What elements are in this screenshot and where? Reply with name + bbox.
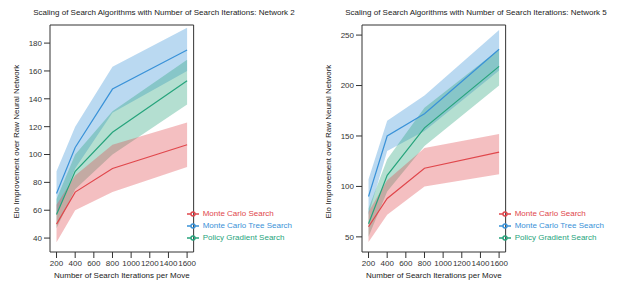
svg-text:Number of Search Iterations pe: Number of Search Iterations per Move <box>54 271 190 280</box>
svg-text:200: 200 <box>50 259 64 268</box>
html-text:Scaling of Search Algorithms w: Scaling of Search Algorithms with Number… <box>345 8 607 17</box>
svg-text:180: 180 <box>29 39 43 48</box>
svg-text:600: 600 <box>87 259 101 268</box>
svg-text:800: 800 <box>418 259 432 268</box>
svg-text:1400: 1400 <box>160 259 178 268</box>
svg-text:400: 400 <box>381 259 395 268</box>
svg-text:1600: 1600 <box>178 259 196 268</box>
svg-text:120: 120 <box>29 123 43 132</box>
html-text:Policy Gradient Search: Policy Gradient Search <box>202 233 285 243</box>
svg-text:600: 600 <box>399 259 413 268</box>
svg-text:Number of Search Iterations pe: Number of Search Iterations per Move <box>366 271 502 280</box>
html-text:Policy Gradient Search: Policy Gradient Search <box>514 233 597 243</box>
svg-text:1400: 1400 <box>472 259 490 268</box>
svg-text:Elo Improvement over Raw Neura: Elo Improvement over Raw Neural Network <box>324 64 333 219</box>
svg-text:800: 800 <box>106 259 120 268</box>
html-text:Monte Carlo Search: Monte Carlo Search <box>202 209 274 219</box>
svg-text:1200: 1200 <box>141 259 159 268</box>
svg-text:150: 150 <box>341 132 355 141</box>
svg-text:80: 80 <box>33 178 42 187</box>
svg-text:40: 40 <box>33 234 42 243</box>
svg-text:1000: 1000 <box>122 259 140 268</box>
svg-text:100: 100 <box>341 182 355 191</box>
svg-text:Elo Improvement over Raw Neura: Elo Improvement over Raw Neural Network <box>12 64 21 219</box>
svg-text:400: 400 <box>69 259 83 268</box>
svg-text:1600: 1600 <box>490 259 508 268</box>
html-text:Monte Carlo Tree Search: Monte Carlo Tree Search <box>202 221 292 231</box>
html-text:Scaling of Search Algorithms w: Scaling of Search Algorithms with Number… <box>33 8 295 17</box>
svg-text:140: 140 <box>29 95 43 104</box>
html-text:Monte Carlo Tree Search: Monte Carlo Tree Search <box>514 221 604 231</box>
svg-text:60: 60 <box>33 206 42 215</box>
html-text:Monte Carlo Search: Monte Carlo Search <box>514 209 586 219</box>
svg-text:160: 160 <box>29 67 43 76</box>
svg-text:250: 250 <box>341 31 355 40</box>
svg-text:50: 50 <box>345 233 354 242</box>
svg-text:200: 200 <box>341 81 355 90</box>
svg-text:100: 100 <box>29 150 43 159</box>
svg-text:200: 200 <box>362 259 376 268</box>
svg-text:1200: 1200 <box>453 259 471 268</box>
svg-text:1000: 1000 <box>434 259 452 268</box>
